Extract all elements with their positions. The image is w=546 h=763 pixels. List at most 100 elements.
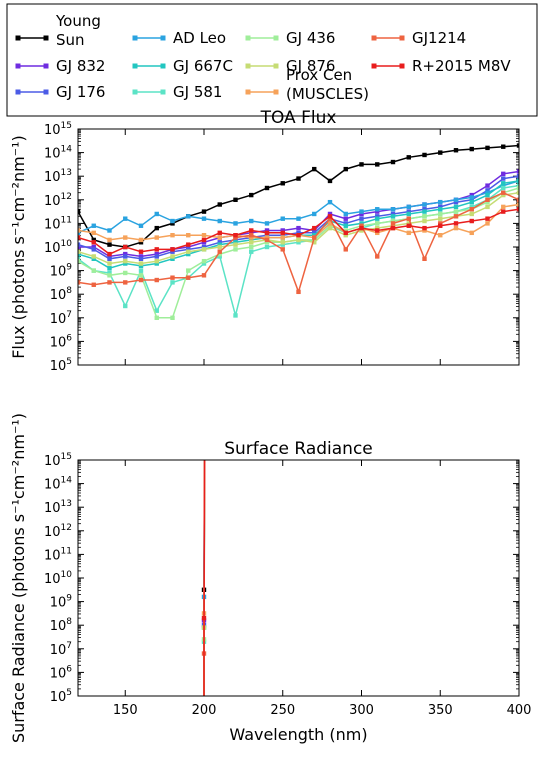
data-point	[78, 242, 81, 247]
data-point	[201, 233, 207, 238]
panel-title: TOA Flux	[260, 108, 337, 128]
y-tick-label: 1010	[44, 570, 72, 587]
data-point	[280, 240, 285, 245]
data-point	[343, 223, 348, 228]
series-7	[78, 190, 519, 266]
data-point	[186, 214, 191, 219]
data-point	[359, 228, 364, 233]
data-point	[233, 240, 238, 245]
data-point	[453, 197, 459, 202]
data-point	[123, 251, 128, 257]
data-point	[469, 204, 474, 210]
y-tick-label: 1015	[44, 121, 72, 138]
x-tick-label: 300	[349, 703, 374, 718]
data-point	[78, 251, 81, 257]
legend-marker	[43, 63, 49, 69]
data-point	[390, 218, 396, 224]
data-point	[107, 254, 112, 259]
data-point	[406, 216, 411, 221]
legend-marker	[245, 89, 251, 95]
data-point	[406, 211, 411, 217]
legend-marker	[43, 89, 49, 95]
data-point	[280, 216, 285, 221]
data-point	[280, 235, 285, 240]
data-point	[123, 254, 128, 259]
data-point	[438, 216, 443, 221]
data-point	[123, 280, 128, 285]
data-point	[375, 228, 380, 233]
series-9	[78, 190, 519, 295]
data-point	[107, 237, 112, 243]
y-tick-label: 1014	[44, 476, 72, 493]
data-point	[312, 225, 317, 231]
data-point	[233, 197, 238, 202]
data-point	[201, 258, 207, 264]
legend-marker	[132, 35, 138, 41]
series-3	[78, 178, 519, 236]
data-point	[453, 199, 459, 205]
legend-marker	[245, 63, 251, 69]
data-point	[249, 244, 254, 250]
data-point	[138, 256, 144, 261]
data-point	[107, 242, 112, 247]
data-point	[123, 258, 128, 264]
legend-entry: AD Leo	[132, 29, 226, 47]
data-point	[233, 221, 238, 226]
data-point	[359, 223, 364, 228]
data-point	[469, 211, 474, 217]
data-point	[390, 225, 396, 231]
data-point	[438, 199, 443, 205]
data-point	[327, 214, 333, 219]
data-point	[438, 221, 443, 226]
data-point	[375, 230, 380, 236]
data-point	[453, 209, 459, 214]
data-point	[170, 254, 175, 259]
data-point	[138, 237, 144, 243]
data-point	[359, 162, 364, 167]
plot-frame	[77, 128, 520, 366]
data-point	[422, 218, 427, 224]
data-point	[327, 216, 333, 221]
data-point	[186, 242, 191, 247]
legend-label: Prox Cen	[286, 66, 352, 84]
data-point	[91, 244, 96, 250]
data-point	[327, 211, 333, 217]
data-point	[170, 275, 175, 280]
data-point	[138, 273, 144, 278]
data-point	[516, 190, 519, 195]
data-point	[469, 199, 474, 205]
data-point	[343, 166, 348, 172]
data-point	[123, 216, 128, 221]
series-10	[201, 460, 207, 696]
data-point	[91, 237, 96, 243]
legend-marker	[15, 35, 21, 41]
data-point	[390, 223, 396, 228]
data-point	[390, 221, 396, 226]
data-point	[217, 235, 222, 240]
data-point	[170, 256, 175, 261]
data-point	[154, 254, 159, 259]
legend-marker	[371, 63, 377, 69]
data-point	[249, 240, 254, 245]
data-point	[154, 211, 159, 217]
data-point	[170, 218, 175, 224]
data-point	[154, 251, 159, 257]
legend-marker	[15, 89, 21, 95]
data-point	[264, 230, 270, 236]
data-point	[280, 233, 285, 238]
data-point	[501, 183, 506, 188]
data-point	[249, 249, 254, 254]
data-point	[217, 244, 222, 250]
data-point	[138, 277, 144, 283]
data-point	[438, 233, 443, 238]
data-point	[375, 216, 380, 221]
data-point	[138, 254, 144, 259]
data-point	[264, 244, 270, 250]
data-point	[390, 207, 396, 212]
data-point	[312, 228, 317, 233]
data-point	[296, 237, 301, 243]
data-point	[217, 254, 222, 259]
data-point	[469, 192, 474, 198]
legend-marker	[132, 63, 138, 69]
y-tick-label: 1012	[44, 523, 72, 540]
